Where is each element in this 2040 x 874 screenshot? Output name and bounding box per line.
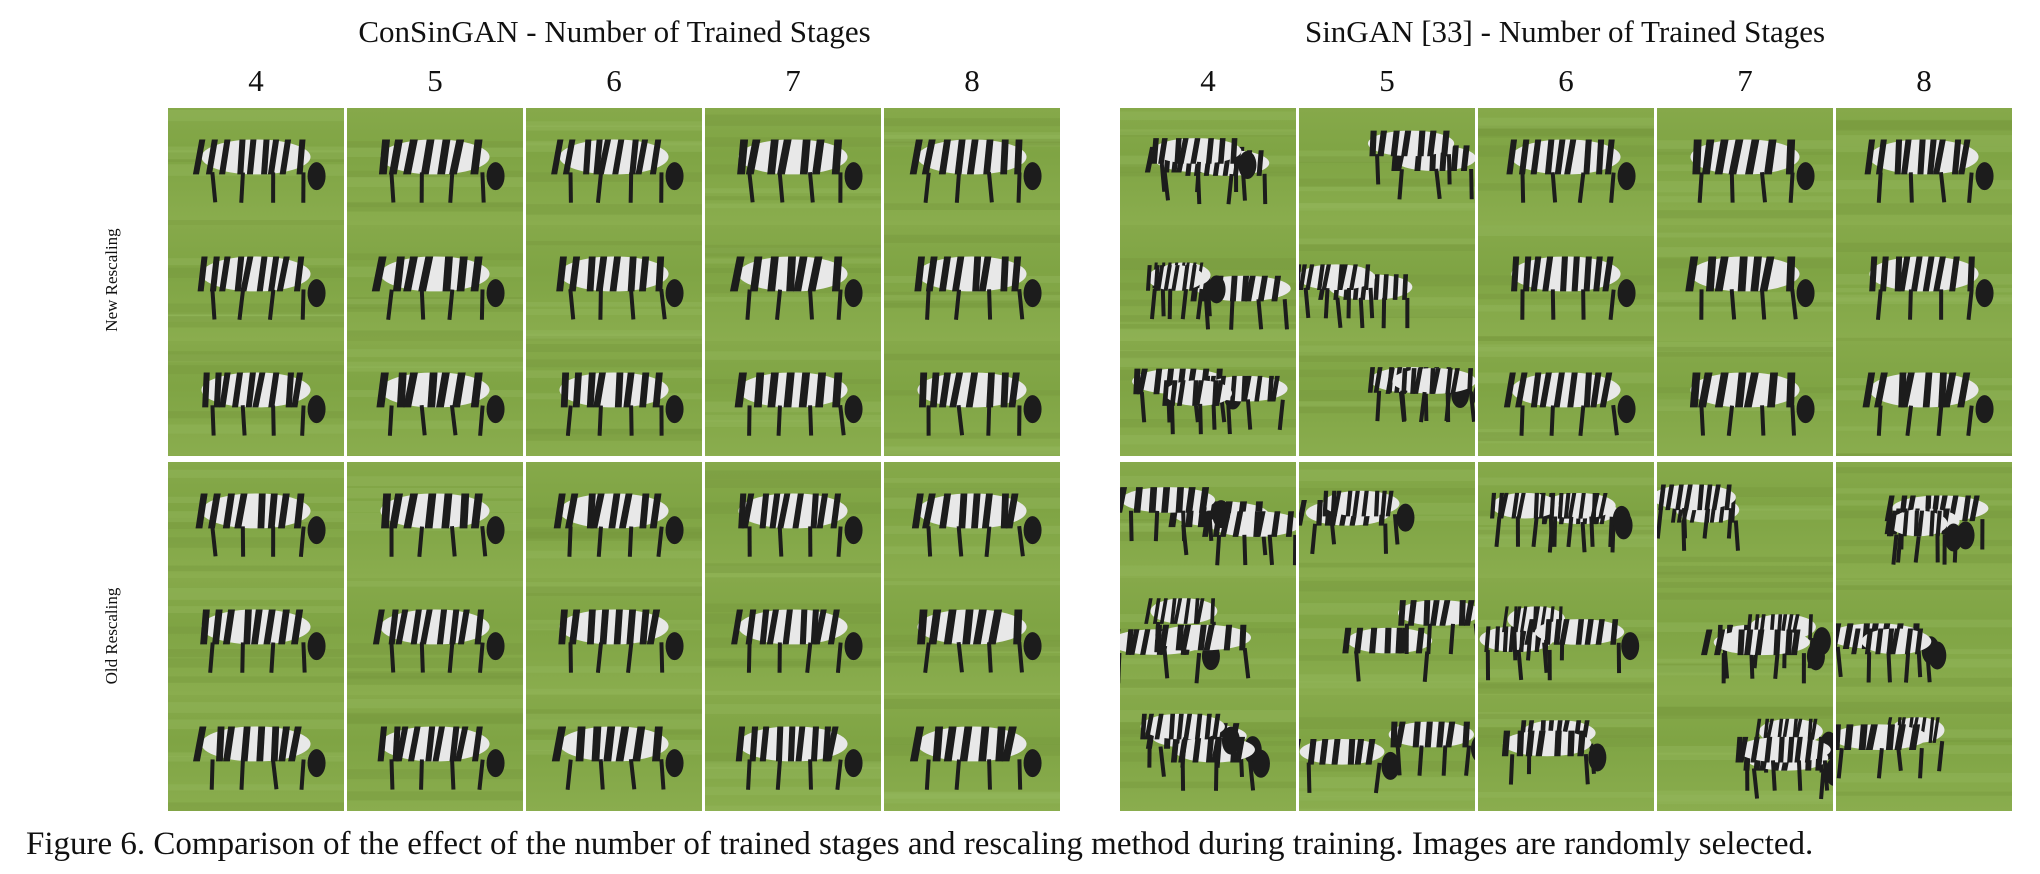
zebra-image xyxy=(347,224,523,341)
zebra-image xyxy=(168,108,344,225)
zebra-image xyxy=(705,341,881,456)
col-label-singan-8: 8 xyxy=(1916,63,1932,98)
zebra-image xyxy=(1299,341,1475,456)
zebra-image xyxy=(884,694,1060,811)
zebra-image xyxy=(168,341,344,456)
zebra-image xyxy=(168,578,344,695)
col-label-consingan-8: 8 xyxy=(964,63,980,98)
panel-title-singan: SinGAN [33] - Number of Trained Stages xyxy=(1304,14,1826,49)
panel-title-consingan: ConSinGAN - Number of Trained Stages xyxy=(358,14,871,49)
zebra-image xyxy=(1657,108,1833,225)
zebra-image xyxy=(1299,461,1475,578)
zebra-image xyxy=(347,578,523,695)
zebra-image xyxy=(526,694,702,811)
zebra-image xyxy=(168,224,344,341)
col-label-singan-7: 7 xyxy=(1737,63,1753,98)
zebra-image xyxy=(526,108,702,225)
zebra-image xyxy=(1120,694,1296,811)
zebra-image xyxy=(1120,461,1296,578)
zebra-image xyxy=(884,461,1060,578)
zebra-image xyxy=(1478,578,1654,695)
zebra-image xyxy=(526,578,702,695)
zebra-image xyxy=(1836,694,2012,811)
zebra-image xyxy=(884,224,1060,341)
col-label-consingan-6: 6 xyxy=(606,63,622,98)
zebra-image xyxy=(1657,341,1833,456)
col-label-singan-4: 4 xyxy=(1200,63,1216,98)
row-label-new-rescaling: New Rescaling xyxy=(102,228,121,332)
zebra-image xyxy=(884,341,1060,456)
zebra-image xyxy=(526,224,702,341)
zebra-image xyxy=(1657,694,1833,811)
zebra-image xyxy=(1478,108,1654,225)
zebra-image xyxy=(1299,224,1475,341)
col-label-consingan-5: 5 xyxy=(427,63,443,98)
zebra-image xyxy=(884,108,1060,225)
zebra-image xyxy=(1836,341,2012,456)
zebra-image xyxy=(347,108,523,225)
zebra-image xyxy=(168,694,344,811)
zebra-image xyxy=(884,578,1060,695)
zebra-image xyxy=(705,461,881,578)
zebra-image xyxy=(705,108,881,225)
zebra-image xyxy=(1836,461,2012,578)
zebra-image xyxy=(1836,224,2012,341)
zebra-image xyxy=(347,461,523,578)
zebra-image xyxy=(347,341,523,456)
zebra-image xyxy=(1120,578,1296,695)
zebra-image xyxy=(1299,108,1475,225)
zebra-image xyxy=(1657,224,1833,341)
col-label-consingan-7: 7 xyxy=(785,63,801,98)
zebra-image xyxy=(1299,578,1475,695)
row-label-old-rescaling: Old Rescaling xyxy=(102,587,121,685)
zebra-image xyxy=(1478,224,1654,341)
zebra-image xyxy=(1478,341,1654,456)
zebra-image xyxy=(705,224,881,341)
zebra-image xyxy=(526,461,702,578)
zebra-image xyxy=(705,578,881,695)
figure-caption: Figure 6. Comparison of the effect of th… xyxy=(26,826,1814,862)
zebra-image xyxy=(1120,224,1296,341)
zebra-image xyxy=(1478,461,1654,578)
col-label-consingan-4: 4 xyxy=(248,63,264,98)
zebra-image xyxy=(347,694,523,811)
zebra-image xyxy=(1657,578,1833,695)
zebra-image xyxy=(1836,108,2012,225)
zebra-image xyxy=(526,341,702,456)
zebra-image xyxy=(1836,578,2012,695)
zebra-image xyxy=(1478,694,1654,811)
col-label-singan-5: 5 xyxy=(1379,63,1395,98)
zebra-image xyxy=(1299,694,1475,811)
zebra-image xyxy=(1657,461,1833,578)
zebra-image xyxy=(1120,341,1296,456)
col-label-singan-6: 6 xyxy=(1558,63,1574,98)
zebra-image xyxy=(1120,108,1296,225)
zebra-image xyxy=(168,461,344,578)
zebra-image xyxy=(705,694,881,811)
